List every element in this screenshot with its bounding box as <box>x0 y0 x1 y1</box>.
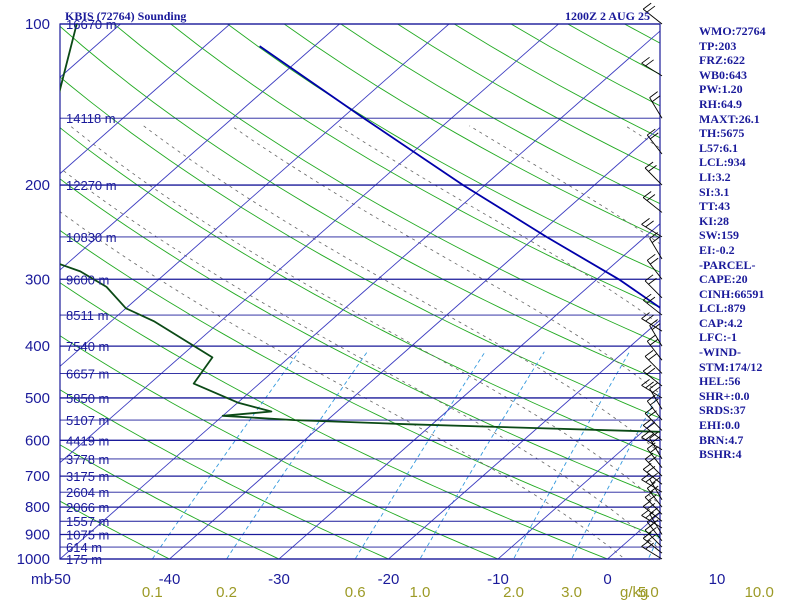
height-label: 6657 m <box>66 366 109 381</box>
index-item: LCL:934 <box>699 155 766 170</box>
index-item: STM:174/12 <box>699 360 766 375</box>
height-label: 7540 m <box>66 339 109 354</box>
index-item: LCL:879 <box>699 301 766 316</box>
height-label: 4419 m <box>66 433 109 448</box>
mixing-ratio-tick-label: 3.0 <box>561 584 582 600</box>
index-item: KI:28 <box>699 214 766 229</box>
index-item: WB0:643 <box>699 68 766 83</box>
index-item: MAXT:26.1 <box>699 112 766 127</box>
pressure-tick-label: 1000 <box>17 551 50 568</box>
height-label: 2066 m <box>66 500 109 515</box>
plot-area <box>60 24 660 559</box>
station-title: KBIS (72764) Sounding <box>65 9 186 24</box>
index-item: LI:3.2 <box>699 170 766 185</box>
height-label: 8511 m <box>66 308 108 323</box>
index-item: CINH:66591 <box>699 287 766 302</box>
mixing-ratio-tick-label: 10.0 <box>745 584 774 600</box>
height-label: 175 m <box>66 552 102 567</box>
pressure-tick-label: 400 <box>25 338 50 355</box>
index-item: SHR+:0.0 <box>699 389 766 404</box>
height-label: 14118 m <box>66 111 116 126</box>
index-item: CAPE:20 <box>699 272 766 287</box>
height-label: 3175 m <box>66 469 109 484</box>
mixing-ratio-tick-label: 0.6 <box>345 584 366 600</box>
height-label: 3778 m <box>66 452 109 467</box>
height-label: 12270 m <box>66 178 117 193</box>
index-item: RH:64.9 <box>699 97 766 112</box>
temperature-tick-label: -30 <box>268 571 290 588</box>
index-item: PW:1.20 <box>699 82 766 97</box>
index-item: CAP:4.2 <box>699 316 766 331</box>
pressure-tick-label: 700 <box>25 468 50 485</box>
pressure-tick-label: 100 <box>25 16 50 33</box>
pressure-tick-label: 500 <box>25 390 50 407</box>
mixing-ratio-tick-label: 1.0 <box>410 584 431 600</box>
index-item: L57:6.1 <box>699 141 766 156</box>
temperature-tick-label: -20 <box>378 571 400 588</box>
index-item: WMO:72764 <box>699 24 766 39</box>
index-item: -WIND- <box>699 345 766 360</box>
index-item: SW:159 <box>699 228 766 243</box>
height-label: 2604 m <box>66 485 109 500</box>
temperature-tick-label: -50 <box>49 571 71 588</box>
index-item: HEL:56 <box>699 374 766 389</box>
pressure-tick-label: 600 <box>25 432 50 449</box>
index-item: BRN:4.7 <box>699 433 766 448</box>
height-label: 9600 m <box>66 272 109 287</box>
index-item: TT:43 <box>699 199 766 214</box>
index-item: TH:5675 <box>699 126 766 141</box>
index-item: EI:-0.2 <box>699 243 766 258</box>
index-item: -PARCEL- <box>699 258 766 273</box>
index-item: FRZ:622 <box>699 53 766 68</box>
pressure-tick-label: 200 <box>25 177 50 194</box>
height-label: 5850 m <box>66 391 109 406</box>
index-item: SRDS:37 <box>699 403 766 418</box>
isotherm <box>0 12 25 570</box>
mixing-ratio-tick-label: 0.2 <box>216 584 237 600</box>
valid-time: 1200Z 2 AUG 25 <box>565 9 650 24</box>
mixing-ratio-unit-label: g/kg <box>620 584 648 600</box>
pressure-tick-label: 800 <box>25 499 50 516</box>
mixing-ratio-tick-label: 0.1 <box>142 584 163 600</box>
index-item: TP:203 <box>699 39 766 54</box>
dry-adiabat <box>795 24 800 570</box>
index-item: BSHR:4 <box>699 447 766 462</box>
temperature-tick-label: 0 <box>603 571 611 588</box>
index-item: SI:3.1 <box>699 185 766 200</box>
mixing-ratio-tick-label: 2.0 <box>503 584 524 600</box>
temperature-tick-label: 10 <box>709 571 726 588</box>
index-item: LFC:-1 <box>699 330 766 345</box>
height-label: 10830 m <box>66 230 117 245</box>
height-label: 5107 m <box>66 413 109 428</box>
index-item: EHI:0.0 <box>699 418 766 433</box>
pressure-tick-label: 900 <box>25 527 50 544</box>
pressure-tick-label: 300 <box>25 271 50 288</box>
